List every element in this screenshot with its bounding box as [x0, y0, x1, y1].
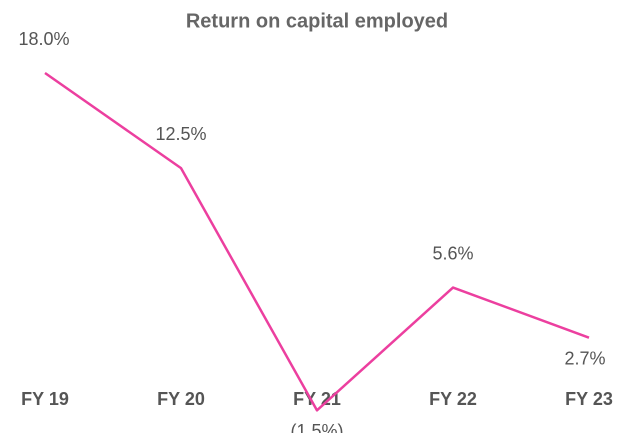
x-tick-label: FY 22	[429, 389, 477, 409]
chart-title: Return on capital employed	[186, 10, 448, 32]
x-tick-label: FY 23	[565, 389, 613, 409]
value-label: 5.6%	[432, 243, 473, 263]
line	[44, 71, 590, 412]
x-tick-label: FY 19	[21, 389, 69, 409]
value-label: 12.5%	[155, 124, 206, 144]
x-tick-label: FY 21	[293, 389, 341, 409]
x-tick-label: FY 20	[157, 389, 205, 409]
value-label: (1.5%)	[290, 421, 343, 433]
value-label: 2.7%	[564, 348, 605, 368]
value-label: 18.0%	[18, 29, 69, 49]
